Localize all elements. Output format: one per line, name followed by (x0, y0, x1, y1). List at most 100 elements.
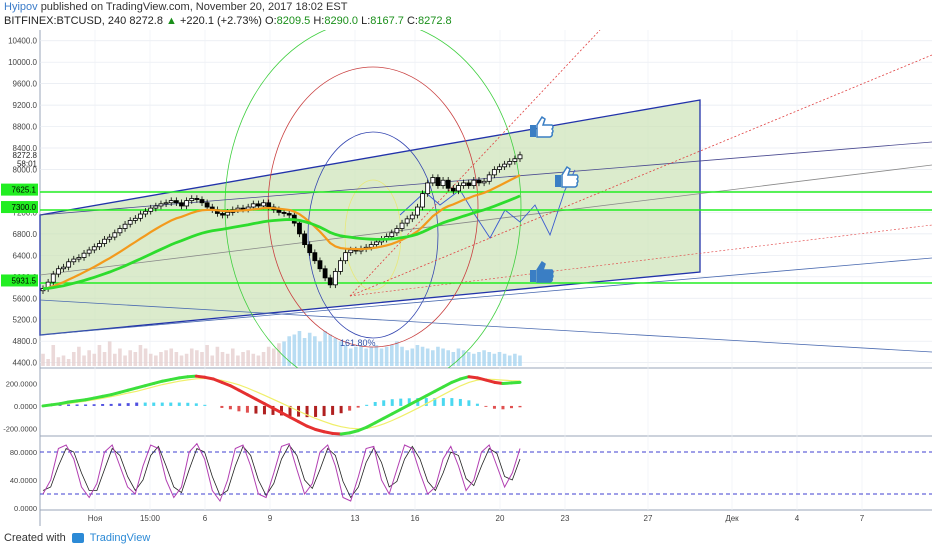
macd-hist-bar (382, 400, 386, 406)
volume-bar (333, 338, 338, 366)
macd-hist-bar (399, 398, 403, 406)
volume-bar (384, 346, 389, 366)
volume-bar (297, 331, 302, 366)
volume-bar (307, 332, 312, 366)
price-axis[interactable]: 10400.0 10000.0 9600.0 9200.0 8800.0 8400.0 80… (1, 37, 38, 368)
volume-bar (179, 355, 184, 366)
candle (127, 220, 133, 225)
candle (61, 266, 66, 270)
close-label: C: (406, 15, 418, 27)
low-value: 8167.7 (370, 15, 404, 27)
volume-bar (241, 352, 245, 366)
volume-bar (184, 353, 189, 366)
candle (250, 203, 256, 208)
open-label: O: (265, 15, 277, 27)
stoch-tick-label: 80.0000 (10, 448, 37, 457)
macd-hist-bar (126, 403, 130, 406)
macd-hist-bar (348, 405, 352, 411)
volume-bar (343, 345, 348, 366)
volume-bar (71, 352, 76, 366)
volume-bar (220, 352, 225, 366)
candle (189, 198, 195, 202)
macd-hist-bar (484, 405, 488, 407)
macd-hist-bar (101, 404, 105, 406)
volume-bar (446, 350, 450, 366)
high-value: 8290.0 (324, 15, 359, 27)
volume-bar (477, 352, 481, 366)
macd-hist-bar (356, 405, 360, 408)
level-price-tag (1, 274, 38, 287)
macd-hist-bar (169, 402, 173, 406)
fib-ellipse-inner[interactable] (307, 131, 439, 339)
level-price-tag (1, 183, 38, 196)
macd-signal-line[interactable] (42, 377, 521, 430)
trendline-mid[interactable] (40, 164, 932, 276)
candle (415, 206, 420, 216)
author-link[interactable]: Hyipov (4, 1, 38, 13)
macd-line-segment (356, 425, 369, 433)
fan-line-mid[interactable] (349, 54, 932, 297)
volume-bar (359, 345, 363, 366)
macd-pane[interactable]: 200.0000 0.0000 -200.0000 (3, 374, 522, 436)
volume-bar (338, 341, 343, 366)
candle (297, 222, 302, 235)
fan-line-low[interactable] (349, 224, 932, 297)
volume-bar (230, 348, 235, 366)
volume-bar (41, 353, 45, 366)
candle (497, 166, 502, 170)
volume-bar (313, 336, 317, 366)
macd-hist-bar (458, 398, 462, 406)
macd-tick-label: 0.0000 (14, 402, 37, 411)
volume-bar (200, 352, 204, 366)
volume-bar (431, 350, 435, 366)
fib-ellipse-small[interactable] (344, 179, 402, 291)
candle (327, 277, 333, 286)
candle (153, 205, 159, 209)
stoch-tick-label: 0.0000 (14, 504, 37, 513)
candle (173, 200, 179, 204)
candle (507, 161, 513, 165)
candle (107, 236, 113, 240)
stoch-d-line[interactable] (42, 444, 521, 499)
y-tick-label: 10000.0 (8, 58, 37, 67)
time-axis[interactable]: Ноя 15:00 6 9 13 16 20 23 27 Дек 4 7 (88, 514, 865, 523)
candle (91, 246, 97, 251)
x-tick-label: 20 (496, 514, 505, 523)
trendline-lower-ext[interactable] (40, 257, 932, 336)
macd-hist-bar (245, 405, 249, 413)
candle (317, 260, 323, 270)
y-tick-label: 9200.0 (13, 101, 38, 110)
volume-bar (518, 355, 522, 366)
ema-slow-line[interactable] (42, 194, 521, 290)
candle (220, 213, 225, 216)
volume-bar (354, 346, 358, 366)
candle (102, 238, 107, 244)
volume-bar (400, 346, 404, 366)
candle (420, 193, 425, 208)
candle (71, 258, 77, 263)
trendline-base[interactable] (40, 299, 932, 353)
projection-path[interactable] (399, 169, 576, 239)
ema-fast-line[interactable] (42, 174, 521, 290)
stoch-pane[interactable]: 80.0000 40.0000 0.0000 (10, 442, 932, 513)
volume-bar (123, 355, 127, 366)
macd-hist-bar (271, 405, 275, 415)
fan-line-steep[interactable] (349, 30, 601, 297)
candle (55, 268, 61, 275)
candle (194, 198, 200, 200)
candle (286, 213, 292, 216)
volume-bar (507, 355, 512, 366)
tradingview-link[interactable]: TradingView (89, 532, 151, 544)
stoch-k-line[interactable] (42, 442, 521, 503)
fib-ellipse-outer[interactable] (224, 20, 522, 394)
x-tick-label: 7 (860, 514, 865, 523)
volume-bar (272, 348, 276, 366)
macd-hist-bar (339, 405, 343, 414)
macd-line-segment (373, 416, 386, 425)
macd-hist-bar (254, 405, 258, 414)
volume-bar (472, 353, 476, 366)
macd-hist-bar (322, 405, 326, 417)
volume-bar (395, 341, 399, 366)
volume-bar (323, 331, 327, 366)
